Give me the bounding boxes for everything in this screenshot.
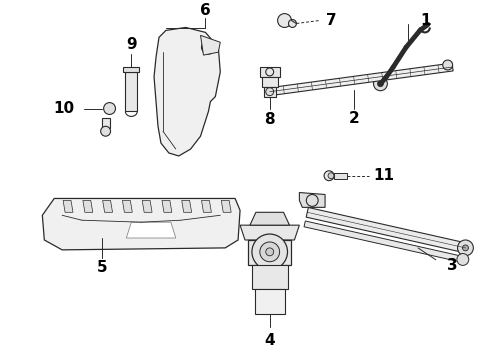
- Text: 8: 8: [265, 112, 275, 127]
- Circle shape: [278, 14, 292, 27]
- Circle shape: [377, 81, 383, 87]
- Polygon shape: [255, 289, 285, 314]
- Circle shape: [104, 103, 116, 114]
- Circle shape: [100, 126, 111, 136]
- Text: 7: 7: [326, 13, 336, 28]
- Polygon shape: [42, 198, 240, 250]
- Circle shape: [205, 44, 211, 50]
- Circle shape: [252, 234, 288, 270]
- Polygon shape: [123, 67, 139, 72]
- Polygon shape: [101, 118, 110, 128]
- Text: 1: 1: [420, 13, 431, 28]
- Polygon shape: [264, 87, 276, 96]
- Polygon shape: [200, 35, 220, 55]
- Circle shape: [266, 248, 274, 256]
- Text: 11: 11: [373, 168, 394, 183]
- Polygon shape: [334, 173, 347, 179]
- Polygon shape: [122, 201, 132, 212]
- Polygon shape: [260, 67, 280, 77]
- Polygon shape: [125, 72, 137, 112]
- Circle shape: [442, 60, 453, 70]
- Circle shape: [463, 245, 468, 251]
- Polygon shape: [102, 201, 113, 212]
- Circle shape: [328, 173, 334, 179]
- Text: 2: 2: [348, 111, 359, 126]
- Polygon shape: [63, 201, 73, 212]
- Polygon shape: [142, 201, 152, 212]
- Polygon shape: [182, 201, 192, 212]
- Circle shape: [458, 240, 473, 256]
- Polygon shape: [240, 225, 299, 240]
- Text: 3: 3: [447, 258, 458, 273]
- Polygon shape: [83, 201, 93, 212]
- Polygon shape: [306, 207, 466, 253]
- Polygon shape: [126, 222, 176, 238]
- Polygon shape: [248, 240, 292, 265]
- Polygon shape: [201, 201, 211, 212]
- Circle shape: [260, 242, 280, 262]
- Polygon shape: [262, 77, 278, 87]
- Circle shape: [457, 253, 469, 265]
- Text: 10: 10: [53, 101, 74, 116]
- Circle shape: [373, 77, 388, 91]
- Polygon shape: [299, 193, 325, 207]
- Text: 9: 9: [126, 37, 137, 52]
- Circle shape: [266, 88, 274, 96]
- Polygon shape: [252, 265, 288, 289]
- Circle shape: [324, 171, 334, 181]
- Circle shape: [201, 40, 215, 54]
- Circle shape: [306, 194, 318, 206]
- Polygon shape: [154, 27, 220, 156]
- Polygon shape: [269, 63, 453, 96]
- Polygon shape: [250, 212, 290, 225]
- Text: 4: 4: [265, 333, 275, 348]
- Polygon shape: [221, 201, 231, 212]
- Circle shape: [266, 68, 274, 76]
- Text: 6: 6: [200, 3, 211, 18]
- Polygon shape: [304, 221, 464, 262]
- Circle shape: [289, 19, 296, 27]
- Text: 5: 5: [97, 260, 107, 275]
- Polygon shape: [162, 201, 172, 212]
